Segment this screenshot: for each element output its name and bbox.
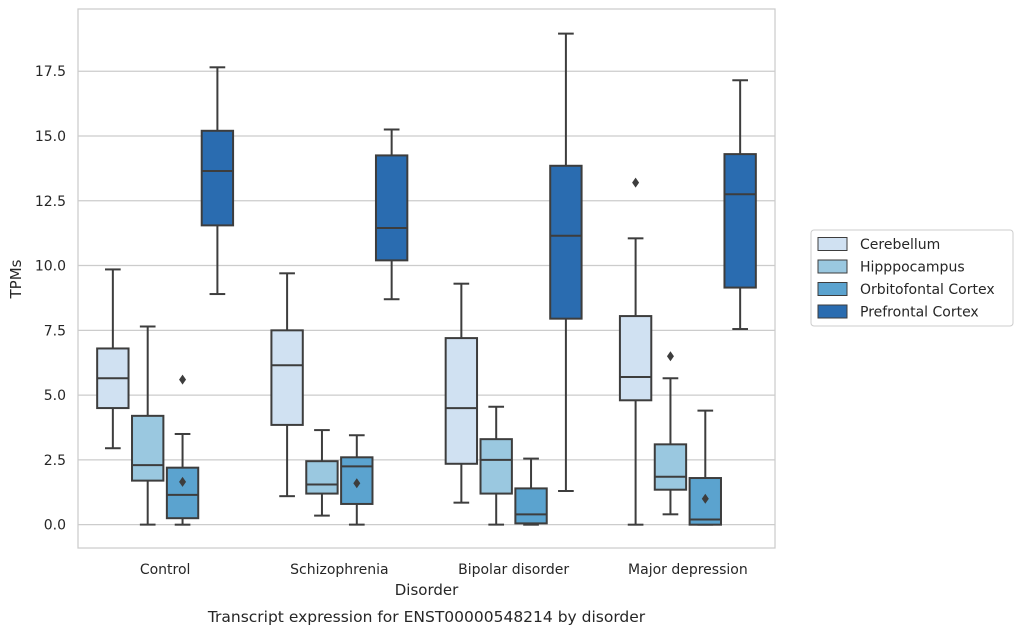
gridlines xyxy=(78,70,775,526)
x-tick-label: Schizophrenia xyxy=(290,562,388,578)
box xyxy=(270,329,304,426)
box-group xyxy=(618,177,653,526)
outlier-point xyxy=(701,493,709,504)
y-tick-labels: 0.0 2.5 5.0 7.5 10.0 12.5 15.0 17.5 xyxy=(35,64,66,533)
box xyxy=(618,315,653,402)
y-tick-label: 2.5 xyxy=(44,453,66,469)
box xyxy=(653,443,688,491)
legend-swatch xyxy=(817,259,848,274)
box xyxy=(444,337,479,465)
legend-swatch xyxy=(817,237,848,251)
x-tick-label: Control xyxy=(140,562,191,578)
box xyxy=(723,153,757,289)
box-group xyxy=(723,79,757,331)
box-group xyxy=(131,325,165,526)
outlier-point xyxy=(666,351,674,362)
y-tick-label: 0.0 xyxy=(44,518,66,534)
box xyxy=(165,466,200,520)
legend-frame xyxy=(810,229,1014,327)
y-tick-label: 15.0 xyxy=(35,129,66,145)
box xyxy=(479,438,513,495)
plot-frame xyxy=(77,8,776,549)
y-axis-label: TPMs xyxy=(7,259,25,299)
box xyxy=(305,460,339,495)
box-group xyxy=(653,351,688,516)
chart-caption: Transcript expression for ENST0000054821… xyxy=(207,608,646,626)
box xyxy=(514,487,548,525)
box-group xyxy=(200,66,235,296)
box-group xyxy=(96,268,130,450)
boxes-layer xyxy=(96,32,757,526)
legend-label: Orbitofontal Cortex xyxy=(860,282,995,298)
outlier-point xyxy=(632,177,640,188)
outlier-point xyxy=(353,478,361,489)
box-group xyxy=(688,409,722,526)
x-tick-label: Bipolar disorder xyxy=(458,562,569,578)
box xyxy=(374,154,409,262)
box-group xyxy=(165,374,200,526)
box-group xyxy=(270,272,304,498)
y-tick-label: 7.5 xyxy=(44,323,66,339)
box xyxy=(549,164,583,320)
box-group xyxy=(305,429,339,517)
legend-label: Prefrontal Cortex xyxy=(860,305,979,321)
outlier-point xyxy=(179,374,187,385)
box-group xyxy=(444,282,479,504)
box-group xyxy=(549,32,583,492)
y-tick-label: 12.5 xyxy=(35,194,66,210)
box-group xyxy=(374,128,409,301)
legend-swatch xyxy=(817,304,848,319)
legend-label: Cerebellum xyxy=(860,237,940,253)
box-group xyxy=(479,405,513,526)
x-tick-labels: Control Schizophrenia Bipolar disorder Majo… xyxy=(140,562,748,578)
y-tick-label: 10.0 xyxy=(35,259,66,275)
x-axis-label: Disorder xyxy=(395,581,459,599)
box xyxy=(131,414,165,482)
x-tick-label: Major depression xyxy=(628,562,748,578)
outlier-point xyxy=(179,476,187,487)
box-group xyxy=(340,434,374,526)
y-tick-label: 17.5 xyxy=(35,64,66,80)
legend-swatch xyxy=(817,282,848,296)
legend-label: Hipppocampus xyxy=(860,260,965,276)
box xyxy=(200,129,235,227)
legend: Cerebellum Hipppocampus Orbitofontal Corte… xyxy=(810,229,1014,327)
box-group xyxy=(514,457,548,526)
y-tick-label: 5.0 xyxy=(44,388,66,404)
